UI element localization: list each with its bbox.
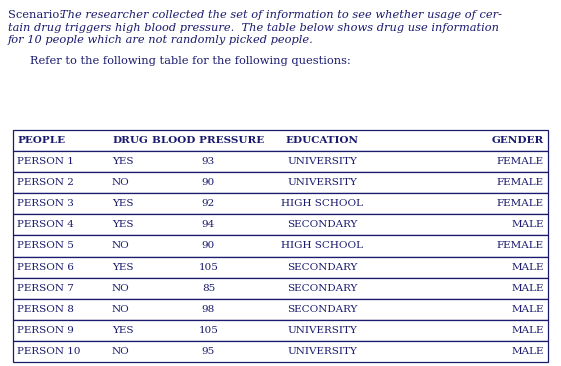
Text: UNIVERSITY: UNIVERSITY [287, 157, 357, 166]
Text: 90: 90 [202, 242, 215, 250]
Text: 105: 105 [199, 262, 218, 272]
Text: SECONDARY: SECONDARY [287, 284, 357, 293]
Text: EDUCATION: EDUCATION [286, 136, 358, 145]
Text: GENDER: GENDER [492, 136, 544, 145]
Text: NO: NO [112, 305, 130, 314]
Text: UNIVERSITY: UNIVERSITY [287, 326, 357, 335]
Text: PERSON 3: PERSON 3 [17, 199, 74, 208]
Text: MALE: MALE [512, 284, 544, 293]
Text: MALE: MALE [512, 347, 544, 356]
Text: for 10 people which are not randomly picked people.: for 10 people which are not randomly pic… [8, 36, 314, 45]
Bar [13, 320, 548, 341]
Text: UNIVERSITY: UNIVERSITY [287, 178, 357, 187]
Text: PERSON 2: PERSON 2 [17, 178, 74, 187]
Text: NO: NO [112, 242, 130, 250]
Text: HIGH SCHOOL: HIGH SCHOOL [281, 242, 363, 250]
Text: PERSON 7: PERSON 7 [17, 284, 74, 293]
Text: HIGH SCHOOL: HIGH SCHOOL [281, 199, 363, 208]
Text: YES: YES [112, 199, 134, 208]
Text: MALE: MALE [512, 262, 544, 272]
Text: Scenario:: Scenario: [8, 10, 67, 20]
Text: SECONDARY: SECONDARY [287, 262, 357, 272]
Bar [13, 257, 548, 278]
Text: DRUG: DRUG [112, 136, 148, 145]
Text: 105: 105 [199, 326, 218, 335]
Text: YES: YES [112, 157, 134, 166]
Text: NO: NO [112, 347, 130, 356]
Text: Refer to the following table for the following questions:: Refer to the following table for the fol… [30, 56, 351, 66]
Text: YES: YES [112, 326, 134, 335]
Text: BLOOD PRESSURE: BLOOD PRESSURE [153, 136, 265, 145]
Text: 93: 93 [202, 157, 215, 166]
Text: PERSON 4: PERSON 4 [17, 220, 74, 229]
Bar [13, 172, 548, 193]
Text: 98: 98 [202, 305, 215, 314]
Bar [13, 214, 548, 235]
Text: PERSON 8: PERSON 8 [17, 305, 74, 314]
Text: 85: 85 [202, 284, 215, 293]
Text: MALE: MALE [512, 326, 544, 335]
Text: MALE: MALE [512, 220, 544, 229]
Text: PEOPLE: PEOPLE [17, 136, 65, 145]
Text: 95: 95 [202, 347, 215, 356]
Text: FEMALE: FEMALE [497, 178, 544, 187]
Text: MALE: MALE [512, 305, 544, 314]
Text: FEMALE: FEMALE [497, 199, 544, 208]
Text: PERSON 1: PERSON 1 [17, 157, 74, 166]
Text: FEMALE: FEMALE [497, 242, 544, 250]
Text: tain drug triggers high blood pressure.  The table below shows drug use informat: tain drug triggers high blood pressure. … [8, 23, 499, 33]
Text: PERSON 9: PERSON 9 [17, 326, 74, 335]
Text: NO: NO [112, 178, 130, 187]
Bar [13, 341, 548, 362]
Text: PERSON 10: PERSON 10 [17, 347, 80, 356]
Text: SECONDARY: SECONDARY [287, 220, 357, 229]
Bar [13, 193, 548, 214]
Text: YES: YES [112, 220, 134, 229]
Bar [13, 130, 548, 151]
Text: 92: 92 [202, 199, 215, 208]
Text: 90: 90 [202, 178, 215, 187]
Text: The researcher collected the set of information to see whether usage of cer-: The researcher collected the set of info… [60, 10, 502, 20]
Text: FEMALE: FEMALE [497, 157, 544, 166]
Bar [13, 278, 548, 299]
Text: PERSON 6: PERSON 6 [17, 262, 74, 272]
Text: PERSON 5: PERSON 5 [17, 242, 74, 250]
Text: SECONDARY: SECONDARY [287, 305, 357, 314]
Text: NO: NO [112, 284, 130, 293]
Bar [13, 151, 548, 172]
Text: YES: YES [112, 262, 134, 272]
Text: 94: 94 [202, 220, 215, 229]
Bar [13, 299, 548, 320]
Text: UNIVERSITY: UNIVERSITY [287, 347, 357, 356]
Bar [13, 235, 548, 257]
